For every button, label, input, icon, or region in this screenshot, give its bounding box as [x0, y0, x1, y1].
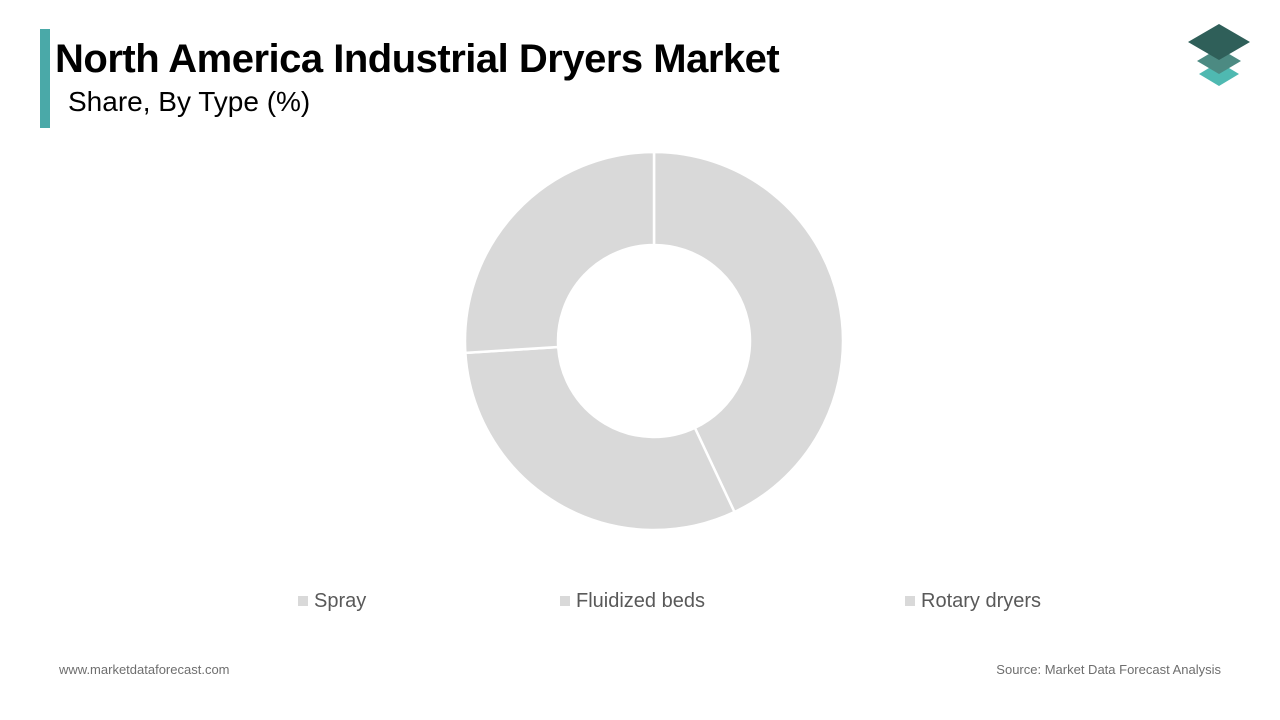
- legend-label: Fluidized beds: [576, 589, 705, 612]
- legend-item: Fluidized beds: [560, 588, 705, 614]
- legend-item: Rotary dryers: [905, 588, 1041, 614]
- chart-title: North America Industrial Dryers Market: [55, 37, 780, 81]
- source-note: Source: Market Data Forecast Analysis: [996, 662, 1221, 677]
- chart-subtitle: Share, By Type (%): [68, 86, 311, 117]
- legend-label: Spray: [314, 589, 367, 612]
- legend-swatch: [298, 596, 308, 606]
- donut-slice-spray: [652, 150, 845, 514]
- legend-label: Rotary dryers: [921, 589, 1042, 612]
- legend-swatch: [905, 596, 915, 606]
- title-accent-bar: [40, 29, 50, 128]
- donut-slice-fluidized-beds: [464, 345, 737, 532]
- donut-slice-rotary-dryers: [463, 150, 656, 355]
- website-url: www.marketdataforecast.com: [59, 662, 230, 677]
- stacked-layers-icon: [1188, 24, 1250, 86]
- legend-swatch: [560, 596, 570, 606]
- legend-item: Spray: [298, 588, 366, 614]
